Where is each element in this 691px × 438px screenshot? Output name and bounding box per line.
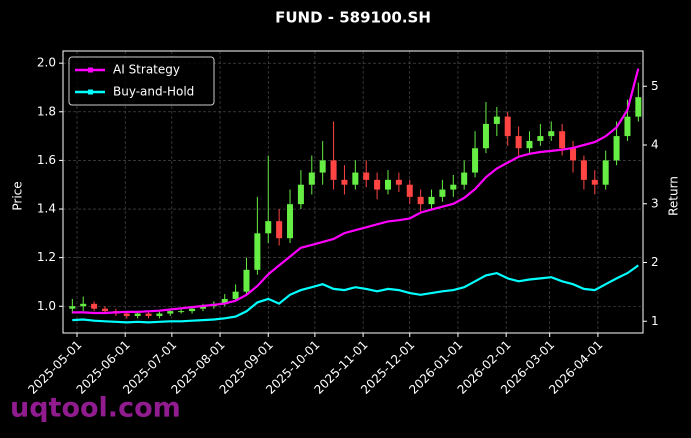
candle-body — [189, 308, 196, 312]
candle-body — [602, 160, 609, 185]
y-tick-label: 1.8 — [37, 104, 56, 118]
y2-tick-label: 3 — [651, 196, 659, 210]
candle-body — [178, 311, 185, 313]
candle-body — [254, 233, 261, 270]
legend-label: Buy-and-Hold — [113, 85, 194, 99]
candle-body — [145, 313, 152, 316]
legend-marker — [88, 67, 93, 73]
candle-body — [134, 313, 141, 316]
candle-body — [319, 160, 326, 173]
candle-body — [265, 221, 272, 234]
candle-body — [341, 179, 348, 185]
candle-body — [330, 160, 337, 180]
candle-body — [167, 311, 174, 314]
candle-body — [199, 306, 206, 309]
watermark: uqtool.com — [10, 393, 181, 424]
candle-body — [363, 172, 370, 180]
candle-body — [472, 148, 479, 173]
y2-tick-label: 5 — [651, 79, 659, 93]
candle-body — [156, 313, 163, 316]
candle-body — [461, 172, 468, 185]
legend-box — [68, 56, 215, 106]
candle-body — [395, 179, 402, 185]
candle-body — [308, 172, 315, 185]
return-line — [72, 68, 640, 315]
y2-tick-label: 1 — [651, 314, 659, 328]
candle-body — [515, 136, 522, 149]
candle-body — [428, 196, 435, 205]
plot-frame — [62, 50, 644, 334]
candle-body — [80, 303, 87, 307]
candle-body — [374, 179, 381, 190]
candle-body — [613, 136, 620, 161]
y-axis-label: Price — [11, 181, 25, 210]
y-tick-label: 1.4 — [37, 202, 56, 216]
candle-body — [287, 204, 294, 239]
candle-body — [101, 308, 108, 312]
y-tick-label: 1.0 — [37, 299, 56, 313]
candle-body — [276, 221, 283, 239]
legend-marker — [88, 89, 93, 95]
candle-body — [591, 179, 598, 185]
y-tick-label: 1.6 — [37, 153, 56, 167]
candle-body — [482, 123, 489, 149]
legend-label: AI Strategy — [113, 63, 180, 77]
candle-body — [493, 116, 500, 124]
candle-body — [91, 303, 98, 309]
candle-body — [439, 189, 446, 197]
candle-body — [221, 298, 228, 304]
candle-body — [504, 116, 511, 137]
candle-body — [537, 136, 544, 141]
candle-body — [352, 172, 359, 185]
candle-body — [580, 160, 587, 180]
candle-body — [243, 269, 250, 292]
candle-body — [624, 116, 631, 137]
chart-title: FUND - 589100.SH — [275, 9, 431, 27]
candle-body — [232, 291, 239, 299]
candle-body — [526, 140, 533, 149]
candle-body — [450, 184, 457, 190]
candle-body — [559, 131, 566, 149]
candle-body — [548, 131, 555, 137]
candle-body — [417, 196, 424, 205]
return-line — [72, 264, 639, 324]
candle-body — [570, 148, 577, 161]
candle-body — [69, 306, 76, 309]
candle-body — [384, 179, 391, 190]
y-tick-label: 1.2 — [37, 250, 56, 264]
candle-body — [406, 184, 413, 197]
y2-axis-label: Return — [667, 176, 681, 216]
y-tick-label: 2.0 — [37, 56, 56, 70]
y2-tick-label: 4 — [651, 138, 659, 152]
candle-body — [123, 313, 130, 316]
candle-body — [297, 184, 304, 205]
candle-body — [635, 97, 642, 117]
y2-tick-label: 2 — [651, 255, 659, 269]
